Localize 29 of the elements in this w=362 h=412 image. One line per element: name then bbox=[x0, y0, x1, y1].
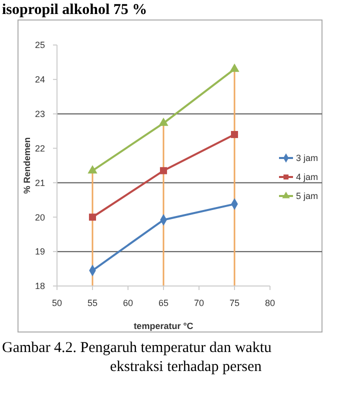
x-tick-label: 50 bbox=[52, 298, 62, 308]
x-tick-label: 55 bbox=[87, 298, 98, 308]
legend-label: 3 jam bbox=[296, 153, 318, 164]
text: Gambar 4.2. Pengaruh temperatur dan waktu bbox=[2, 340, 272, 356]
y-tick-label: 23 bbox=[34, 109, 45, 120]
y-tick-label: 25 bbox=[34, 40, 45, 50]
x-tick-label: 60 bbox=[122, 298, 134, 308]
point bbox=[160, 167, 168, 174]
point bbox=[230, 64, 240, 72]
x-tick-label: 65 bbox=[158, 298, 169, 308]
y-tick-label: 18 bbox=[34, 281, 45, 292]
y-axis-title: % Rendemen bbox=[22, 137, 32, 194]
legend-label: 4 jam bbox=[296, 172, 318, 182]
point bbox=[88, 214, 96, 221]
legend-label: 5 jam bbox=[296, 191, 318, 202]
x-tick-label: 80 bbox=[264, 298, 276, 308]
point bbox=[230, 130, 238, 138]
y-tick-label: 22 bbox=[34, 143, 45, 154]
y-tick-label: 21 bbox=[34, 178, 45, 188]
y-tick-label: 20 bbox=[34, 212, 45, 222]
x-tick-label: 70 bbox=[194, 298, 204, 308]
x-tick-label: 75 bbox=[229, 298, 240, 308]
y-tick-label: 19 bbox=[34, 246, 45, 257]
chart-title: isopropil alkohol 75 % bbox=[2, 2, 148, 18]
text: ekstraksi terhadap persen bbox=[110, 359, 262, 375]
x-axis-title: temperatur °C bbox=[134, 321, 194, 331]
point bbox=[158, 118, 168, 126]
point bbox=[88, 165, 98, 174]
y-tick-label: 24 bbox=[34, 74, 45, 85]
